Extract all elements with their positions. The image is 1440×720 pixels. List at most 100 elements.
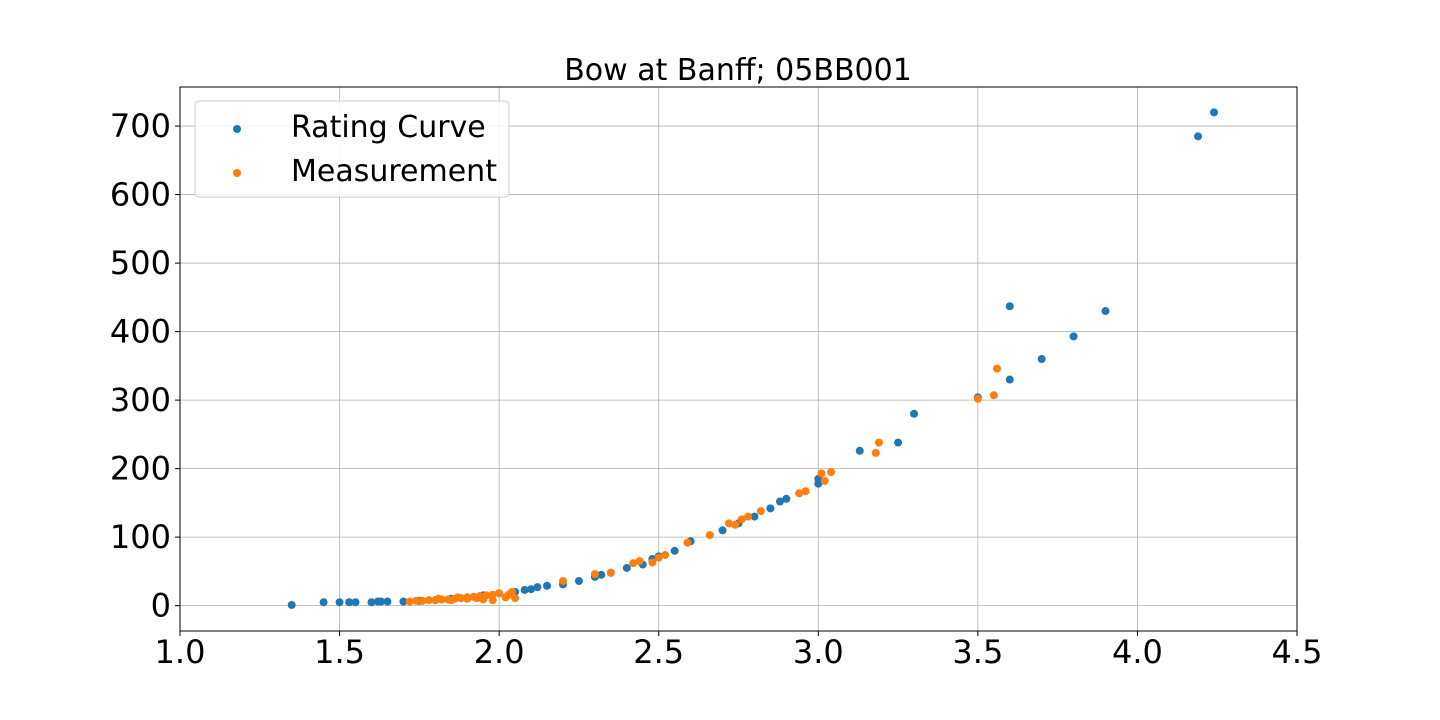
data-points [287, 108, 1219, 609]
data-point [629, 559, 638, 568]
data-point [654, 553, 663, 562]
data-point [1069, 332, 1078, 341]
data-point [855, 446, 864, 455]
data-point [1005, 375, 1014, 384]
data-point [488, 596, 497, 605]
data-point [622, 563, 631, 572]
y-tick-label: 700 [110, 107, 171, 145]
x-tick-label: 4.5 [1272, 633, 1323, 671]
data-point [383, 597, 392, 606]
data-point [574, 576, 583, 585]
axis-ticks: 1.0 1.5 2.0 2.5 3.0 3.5 4.0 4.5 0 100 200 300 400 500… [110, 107, 1323, 671]
data-point [424, 596, 433, 605]
data-point [533, 583, 542, 592]
data-point [1101, 307, 1110, 316]
data-point [756, 507, 765, 516]
data-point [817, 469, 826, 478]
x-tick-label: 2.0 [474, 633, 525, 671]
data-point [705, 531, 714, 540]
data-point [463, 594, 472, 603]
data-point [874, 438, 883, 447]
y-tick-label: 200 [110, 450, 171, 488]
series-measurement [405, 364, 1002, 606]
data-point [648, 558, 657, 567]
data-point [495, 589, 504, 598]
data-point [597, 570, 606, 579]
data-point [418, 596, 427, 605]
data-point [683, 538, 692, 547]
data-point [820, 476, 829, 485]
y-tick-label: 100 [110, 518, 171, 556]
data-point [606, 568, 615, 577]
data-point [1194, 132, 1203, 141]
data-point [1210, 108, 1219, 117]
y-tick-label: 400 [110, 313, 171, 351]
data-point [993, 364, 1002, 373]
data-point [731, 520, 740, 529]
data-point [973, 394, 982, 403]
data-point [434, 594, 443, 603]
data-point [558, 576, 567, 585]
data-point [795, 489, 804, 498]
x-tick-label: 3.0 [793, 633, 844, 671]
data-point [635, 557, 644, 566]
y-tick-label: 500 [110, 244, 171, 282]
data-point [520, 585, 529, 594]
data-point [488, 590, 497, 599]
legend-box [194, 100, 510, 198]
x-tick-label: 1.0 [155, 633, 206, 671]
y-tick-label: 600 [110, 176, 171, 214]
legend: Rating Curve Measurement [194, 100, 510, 198]
data-point [750, 512, 759, 521]
chart-title: Bow at Banff; 05BB001 [564, 53, 912, 88]
data-point [453, 593, 462, 602]
data-point [670, 546, 679, 555]
data-point [737, 515, 746, 524]
data-point [351, 598, 360, 607]
data-point [661, 550, 670, 559]
x-tick-label: 1.5 [314, 633, 365, 671]
data-point [801, 487, 810, 496]
data-point [399, 597, 408, 606]
legend-label-measurement: Measurement [291, 154, 497, 189]
data-point [718, 526, 727, 535]
data-point [447, 596, 456, 605]
data-point [345, 598, 354, 607]
data-point [871, 448, 880, 457]
data-point [287, 600, 296, 609]
data-point [472, 594, 481, 603]
data-point [377, 597, 386, 606]
data-point [319, 598, 328, 607]
data-point [782, 494, 791, 503]
data-point [527, 585, 536, 594]
data-point [590, 570, 599, 579]
data-point [412, 596, 421, 605]
legend-label-rating-curve: Rating Curve [291, 110, 486, 145]
data-point [766, 504, 775, 513]
data-point [744, 512, 753, 521]
data-point [724, 519, 733, 528]
data-point [405, 597, 414, 606]
x-tick-label: 2.5 [633, 633, 684, 671]
data-point [511, 594, 520, 603]
data-point [1005, 302, 1014, 311]
data-point [910, 409, 919, 418]
data-point [989, 391, 998, 400]
x-tick-label: 4.0 [1112, 633, 1163, 671]
data-point [335, 598, 344, 607]
data-point [543, 581, 552, 590]
legend-marker-measurement [233, 169, 241, 177]
plot-frame [179, 86, 1298, 632]
data-point [894, 438, 903, 447]
data-point [827, 468, 836, 477]
data-point [479, 595, 488, 604]
y-tick-label: 0 [151, 587, 171, 625]
data-point [1037, 355, 1046, 363]
legend-marker-rating-curve [233, 125, 241, 133]
x-tick-label: 3.5 [952, 633, 1003, 671]
data-point [367, 598, 376, 607]
data-point [504, 590, 513, 599]
y-tick-label: 300 [110, 381, 171, 419]
data-point [775, 497, 784, 506]
